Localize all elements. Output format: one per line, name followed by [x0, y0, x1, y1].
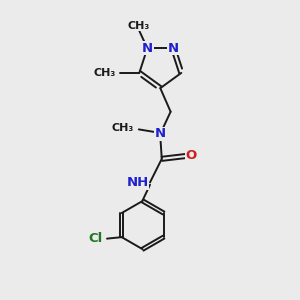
Text: CH₃: CH₃ [94, 68, 116, 78]
Text: N: N [155, 127, 166, 140]
Text: O: O [186, 149, 197, 162]
Text: Cl: Cl [88, 232, 103, 245]
Text: N: N [142, 42, 153, 55]
Text: CH₃: CH₃ [112, 123, 134, 133]
Text: N: N [168, 42, 179, 55]
Text: CH₃: CH₃ [128, 20, 150, 31]
Text: NH: NH [126, 176, 148, 189]
